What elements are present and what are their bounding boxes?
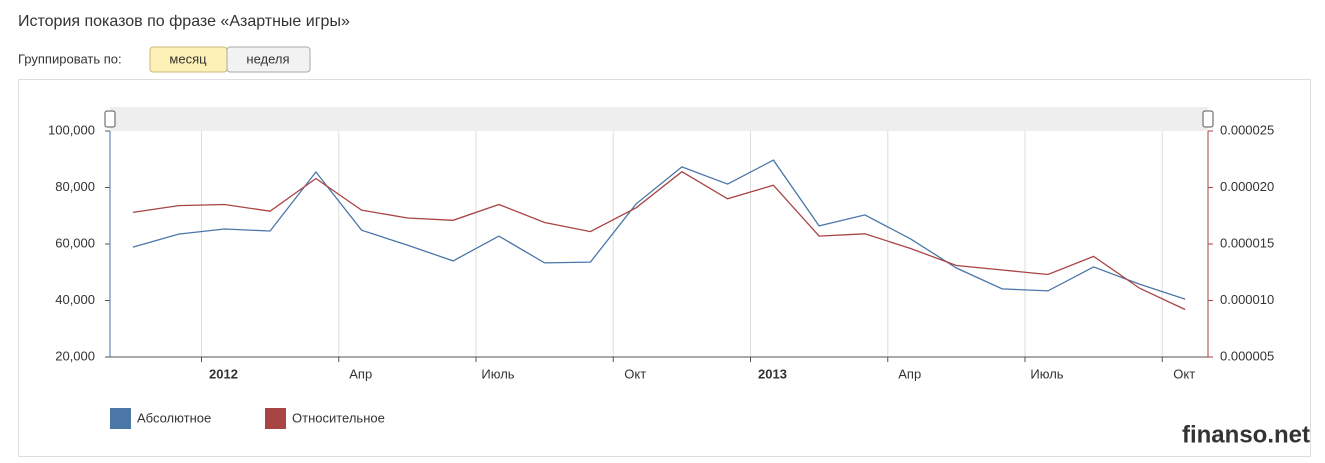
x-tick-label: 2012 <box>209 366 238 381</box>
week-button[interactable]: неделя <box>226 46 311 73</box>
y-tick-label: 40,000 <box>55 292 95 307</box>
legend-label: Абсолютное <box>137 410 211 425</box>
legend-label: Относительное <box>292 410 385 425</box>
month-button-label[interactable]: месяц <box>169 51 207 66</box>
series-line <box>132 159 1186 300</box>
y2-tick-label: 0.000005 <box>1220 348 1274 363</box>
chart-frame <box>18 79 1311 457</box>
x-tick-label: 2013 <box>758 366 787 381</box>
month-button[interactable]: месяц <box>149 46 228 73</box>
y-tick-label: 100,000 <box>48 122 95 137</box>
scroll-handle[interactable] <box>1202 110 1214 128</box>
y-tick-label: 60,000 <box>55 235 95 250</box>
page-title: История показов по фразе «Азартные игры» <box>18 13 350 30</box>
x-tick-label: Апр <box>349 366 372 381</box>
y2-tick-label: 0.000010 <box>1220 292 1274 307</box>
y2-tick-label: 0.000025 <box>1220 122 1274 137</box>
legend-swatch <box>265 408 286 429</box>
x-tick-label: Окт <box>1173 366 1195 381</box>
x-tick-label: Апр <box>898 366 921 381</box>
y2-tick-label: 0.000015 <box>1220 235 1274 250</box>
x-tick-label: Окт <box>624 366 646 381</box>
y-tick-label: 20,000 <box>55 348 95 363</box>
series-line <box>132 170 1186 311</box>
group-label: Группировать по: <box>18 51 122 66</box>
week-button-bg[interactable] <box>226 46 311 73</box>
watermark: finanso.net <box>1182 421 1310 448</box>
legend-swatch <box>110 408 131 429</box>
x-tick-label: Июль <box>1030 366 1063 381</box>
scroll-band <box>110 107 1208 131</box>
x-tick-label: Июль <box>481 366 514 381</box>
scroll-handle[interactable] <box>104 110 116 128</box>
y-tick-label: 80,000 <box>55 179 95 194</box>
week-button-label[interactable]: неделя <box>246 51 289 66</box>
y2-tick-label: 0.000020 <box>1220 179 1274 194</box>
